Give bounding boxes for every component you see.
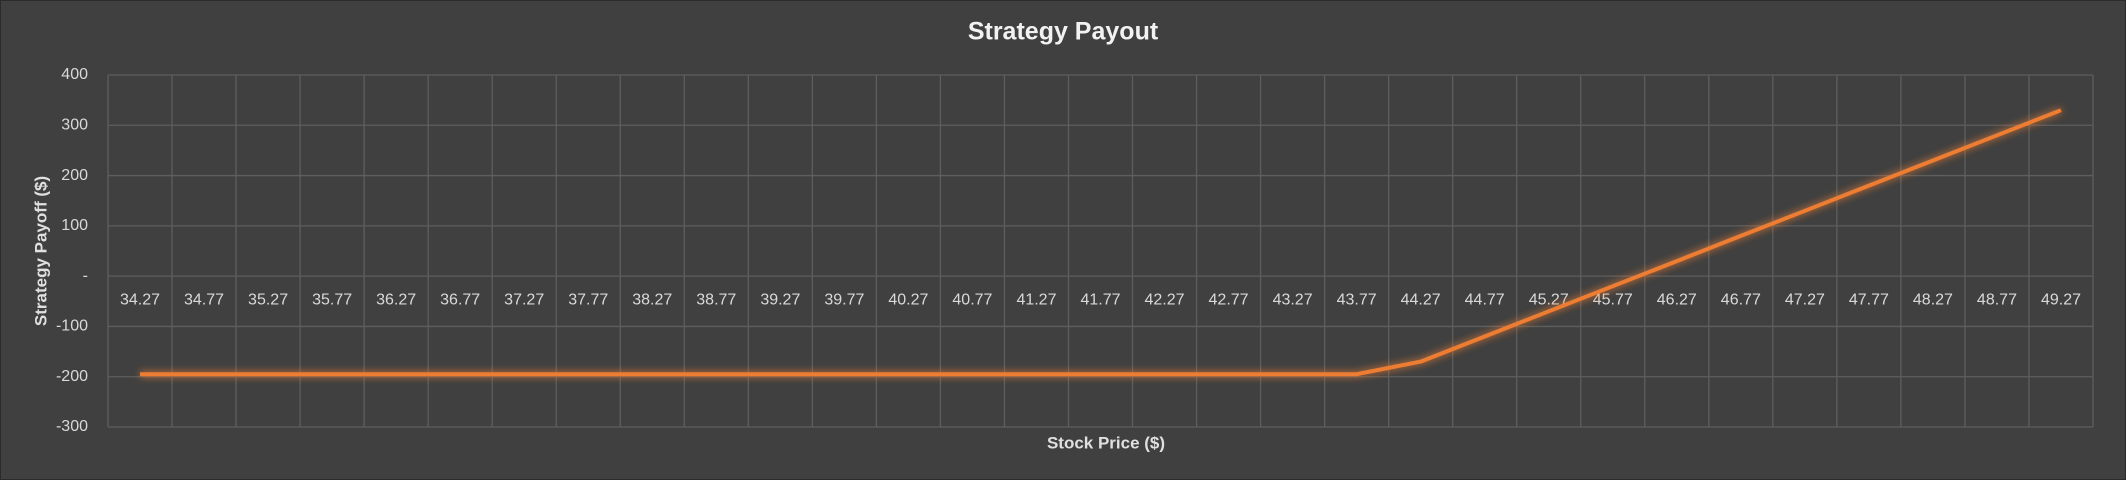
x-tick-label: 37.27	[504, 291, 544, 308]
y-tick-label: 400	[61, 66, 88, 83]
x-axis-title: Stock Price ($)	[1047, 433, 1165, 452]
x-tick-label: 45.77	[1593, 291, 1633, 308]
x-tick-label: 36.27	[376, 291, 416, 308]
x-tick-label: 46.27	[1657, 291, 1697, 308]
x-tick-label: 35.27	[248, 291, 288, 308]
x-tick-label: 48.77	[1977, 291, 2017, 308]
x-tick-label: 37.77	[568, 291, 608, 308]
x-tick-label: 40.77	[952, 291, 992, 308]
x-tick-label: 43.77	[1337, 291, 1377, 308]
x-tick-label: 44.27	[1401, 291, 1441, 308]
x-tick-label: 34.77	[184, 291, 224, 308]
x-tick-label: 39.27	[760, 291, 800, 308]
y-tick-label: -	[83, 267, 88, 284]
x-tick-label: 45.27	[1529, 291, 1569, 308]
y-tick-label: -300	[56, 418, 88, 435]
x-tick-label: 44.77	[1465, 291, 1505, 308]
x-tick-label: 42.27	[1145, 291, 1185, 308]
data-line	[140, 108, 2062, 377]
x-tick-label: 41.27	[1016, 291, 1056, 308]
y-axis-title: Strategy Payoff ($)	[31, 176, 50, 326]
x-tick-label: 49.27	[2041, 291, 2081, 308]
y-tick-label: 200	[61, 167, 88, 184]
y-tick-label: 300	[61, 117, 88, 134]
x-tick-label: 35.77	[312, 291, 352, 308]
x-tick-label: 40.27	[888, 291, 928, 308]
x-tick-label: 42.77	[1209, 291, 1249, 308]
x-tick-label: 38.27	[632, 291, 672, 308]
x-tick-label: 36.77	[440, 291, 480, 308]
x-tick-label: 38.77	[696, 291, 736, 308]
x-tick-label: 43.27	[1273, 291, 1313, 308]
x-tick-label: 47.77	[1849, 291, 1889, 308]
x-tick-label: 34.27	[120, 291, 160, 308]
x-tick-label: 41.77	[1080, 291, 1120, 308]
y-tick-label: 100	[61, 217, 88, 234]
x-tick-label: 39.77	[824, 291, 864, 308]
x-tick-label: 47.27	[1785, 291, 1825, 308]
x-tick-label: 48.27	[1913, 291, 1953, 308]
y-tick-label: -100	[56, 318, 88, 335]
y-tick-label: -200	[56, 368, 88, 385]
x-tick-label: 46.77	[1721, 291, 1761, 308]
chart-title: Strategy Payout	[968, 18, 1159, 46]
